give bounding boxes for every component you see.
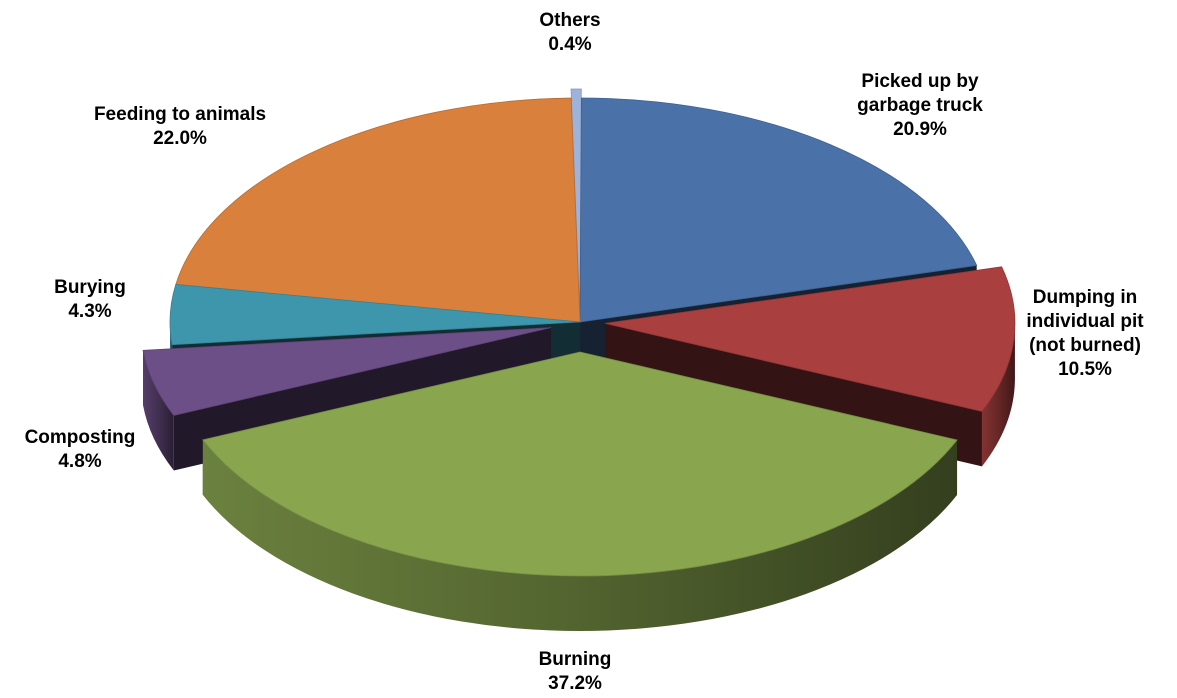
slice-top-feeding-to-animals [175, 97, 581, 323]
slice-burning [202, 351, 958, 631]
slice-top-composting [142, 327, 552, 416]
label-others: Others 0.4% [539, 10, 601, 55]
slice-side-composting [143, 350, 174, 471]
label-burning: Burning 37.2% [538, 649, 612, 694]
slice-top-burning [202, 351, 958, 577]
label-feeding-to-animals: Feeding to animals 22.0% [93, 104, 267, 149]
slice-side-dumping-in-individual-pit-not-burned [981, 323, 1015, 467]
label-picked-up-by-garbage-truck: Picked up by garbage truck 20.9% [857, 71, 983, 140]
slice-side-burning [202, 439, 958, 631]
label-burying: Burying 4.3% [54, 277, 126, 322]
slice-top-others [570, 88, 582, 314]
label-dumping-in-individual-pit: Dumping in individual pit (not burned) 1… [1026, 287, 1144, 380]
slice-top-dumping-in-individual-pit-not-burned [604, 266, 1016, 412]
label-composting: Composting 4.8% [24, 427, 136, 472]
slice-top-burying [169, 284, 581, 346]
slice-top-picked-up-by-garbage-truck [579, 97, 978, 323]
